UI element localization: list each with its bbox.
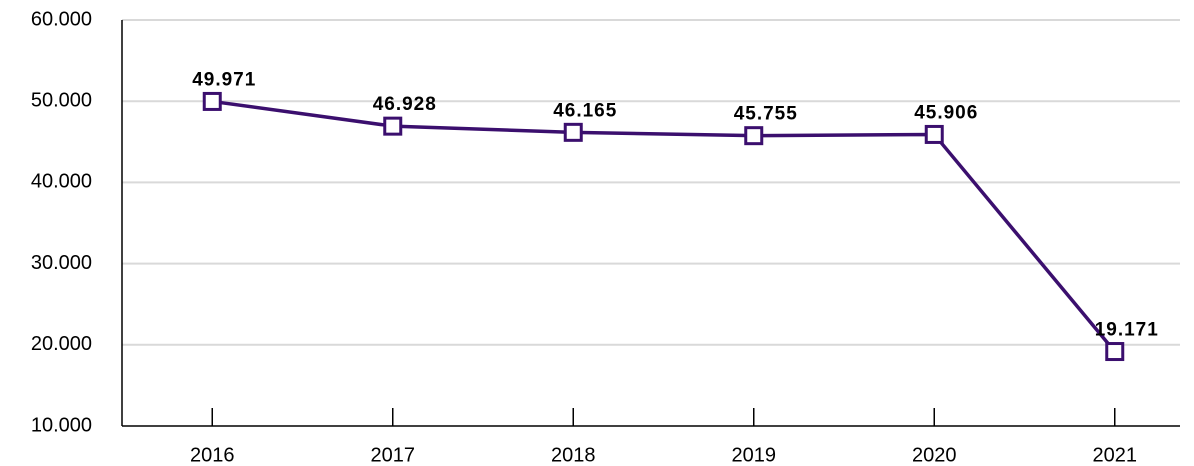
marker [202, 91, 222, 111]
y-tick-label: 10.000 [31, 414, 92, 436]
marker [563, 122, 583, 142]
data-label: 19.171 [1095, 320, 1159, 341]
data-label: 45.906 [914, 102, 978, 123]
marker [744, 126, 764, 146]
y-tick-label: 60.000 [31, 8, 92, 30]
x-tick-label: 2021 [1093, 444, 1138, 466]
marker [924, 124, 944, 144]
series-line [212, 99, 1117, 353]
x-tick-label: 2016 [190, 444, 235, 466]
y-tick-label: 30.000 [31, 252, 92, 274]
data-label: 45.755 [734, 104, 798, 125]
x-tick-label: 2018 [551, 444, 596, 466]
data-label: 46.928 [373, 94, 437, 115]
y-tick-label: 50.000 [31, 89, 92, 111]
data-label: 49.971 [192, 69, 256, 90]
marker [383, 116, 403, 136]
x-tick-label: 2017 [371, 444, 416, 466]
y-tick-label: 20.000 [31, 333, 92, 355]
x-tick-label: 2020 [912, 444, 957, 466]
y-tick-label: 40.000 [31, 171, 92, 193]
x-tick-label: 2019 [732, 444, 777, 466]
data-label: 46.165 [553, 100, 617, 121]
marker [1105, 342, 1125, 362]
